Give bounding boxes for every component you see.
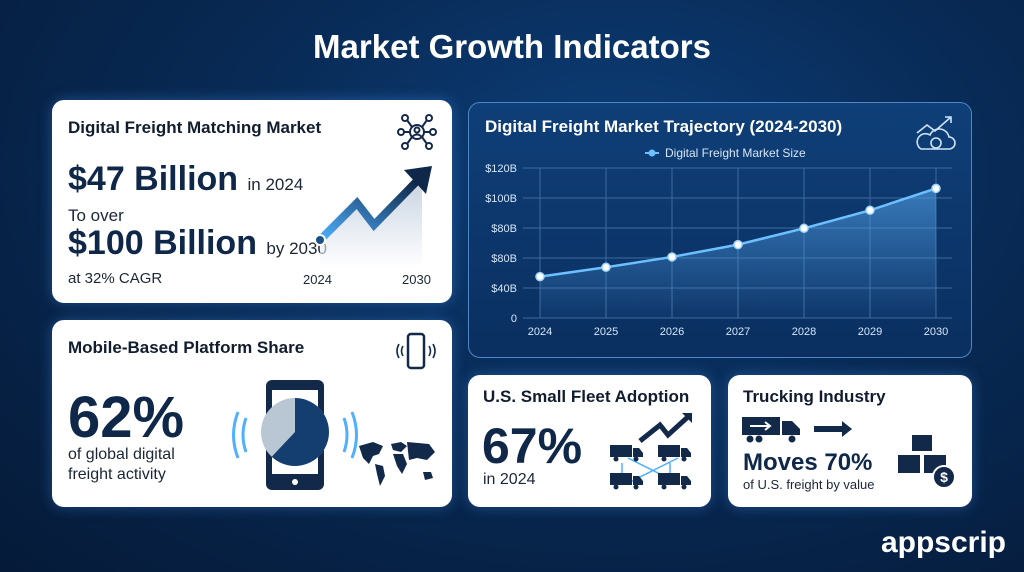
y-tick-label: $100B — [485, 193, 517, 205]
y-tick-label: $80B — [491, 253, 517, 265]
data-point — [601, 262, 611, 273]
pie-slice-mobile — [271, 398, 329, 466]
growth-arrow-icon — [314, 166, 432, 268]
cloud-globe-growth-icon — [916, 116, 956, 150]
x-tick-label: 2030 — [924, 326, 948, 338]
trucking-industry-card: Trucking Industry Moves 70% of U.S. frei… — [728, 375, 972, 507]
phone-pie-icon — [232, 380, 358, 490]
y-tick-label: $120B — [485, 163, 517, 175]
smartphone-signal-icon — [396, 332, 436, 370]
y-tick-label: $40B — [491, 283, 517, 295]
legend-label: Digital Freight Market Size — [665, 146, 806, 160]
x-tick-label: 2024 — [528, 326, 552, 338]
area-fill — [540, 188, 936, 318]
card-heading: U.S. Small Fleet Adoption — [483, 387, 690, 406]
page-title: Market Growth Indicators — [313, 28, 711, 65]
axis-start-label: 2024 — [303, 272, 332, 287]
fleet-desc: in 2024 — [483, 471, 536, 488]
truck-arrow-icon — [742, 417, 852, 443]
card-heading: Trucking Industry — [743, 387, 886, 406]
card-heading: Digital Freight Matching Market — [68, 118, 322, 137]
value-2024-suffix: in 2024 — [247, 175, 304, 194]
y-tick-label: 0 — [511, 313, 517, 325]
trucking-value: Moves 70% — [743, 449, 873, 476]
data-point — [667, 252, 677, 262]
card-heading: Mobile-Based Platform Share — [68, 338, 305, 357]
mobile-share-value: 62% — [68, 385, 185, 450]
appscrip-logo: appscrip — [880, 526, 1006, 559]
x-tick-label: 2026 — [660, 326, 684, 338]
boxes-dollar-icon: $ — [898, 435, 956, 489]
x-tick-label: 2028 — [792, 326, 816, 338]
world-map-icon — [359, 442, 435, 486]
x-tick-label: 2029 — [858, 326, 882, 338]
trucking-desc: of U.S. freight by value — [743, 477, 875, 492]
data-point — [733, 239, 743, 250]
x-tick-label: 2025 — [594, 326, 618, 338]
value-2030-suffix: by 2030 — [266, 239, 327, 258]
desc-line2: freight activity — [68, 466, 166, 483]
svg-text:$: $ — [940, 469, 948, 485]
matching-market-card: Digital Freight Matching Market $47 Bill… — [52, 100, 452, 303]
small-fleet-card: U.S. Small Fleet Adoption 67% in 2024 — [468, 375, 711, 507]
truck-network-icon — [610, 413, 692, 490]
data-point — [799, 223, 809, 234]
y-tick-label: $80B — [491, 223, 517, 235]
fleet-value: 67% — [482, 418, 583, 474]
value-2024: $47 Billion — [68, 160, 239, 198]
legend: Digital Freight Market Size — [645, 146, 806, 160]
data-point — [865, 205, 875, 216]
chart-title: Digital Freight Market Trajectory (2024-… — [485, 117, 843, 136]
mobile-share-card: Mobile-Based Platform Share 62% of globa… — [52, 320, 452, 507]
to-over-label: To over — [68, 206, 124, 225]
line-chart: 0 $40B $80B $80B $100B $120B 2024 2025 2026 2027 2… — [485, 146, 952, 338]
data-point — [535, 271, 545, 282]
value-2030: $100 Billion — [68, 224, 257, 262]
x-tick-label: 2027 — [726, 326, 750, 338]
axis-end-label: 2030 — [402, 272, 431, 287]
data-point — [931, 183, 941, 194]
desc-line1: of global digital — [68, 446, 175, 463]
network-user-icon — [397, 114, 437, 150]
market-trajectory-chart-panel: Digital Freight Market Trajectory (2024-… — [468, 102, 972, 358]
cagr-label: at 32% CAGR — [68, 270, 163, 287]
